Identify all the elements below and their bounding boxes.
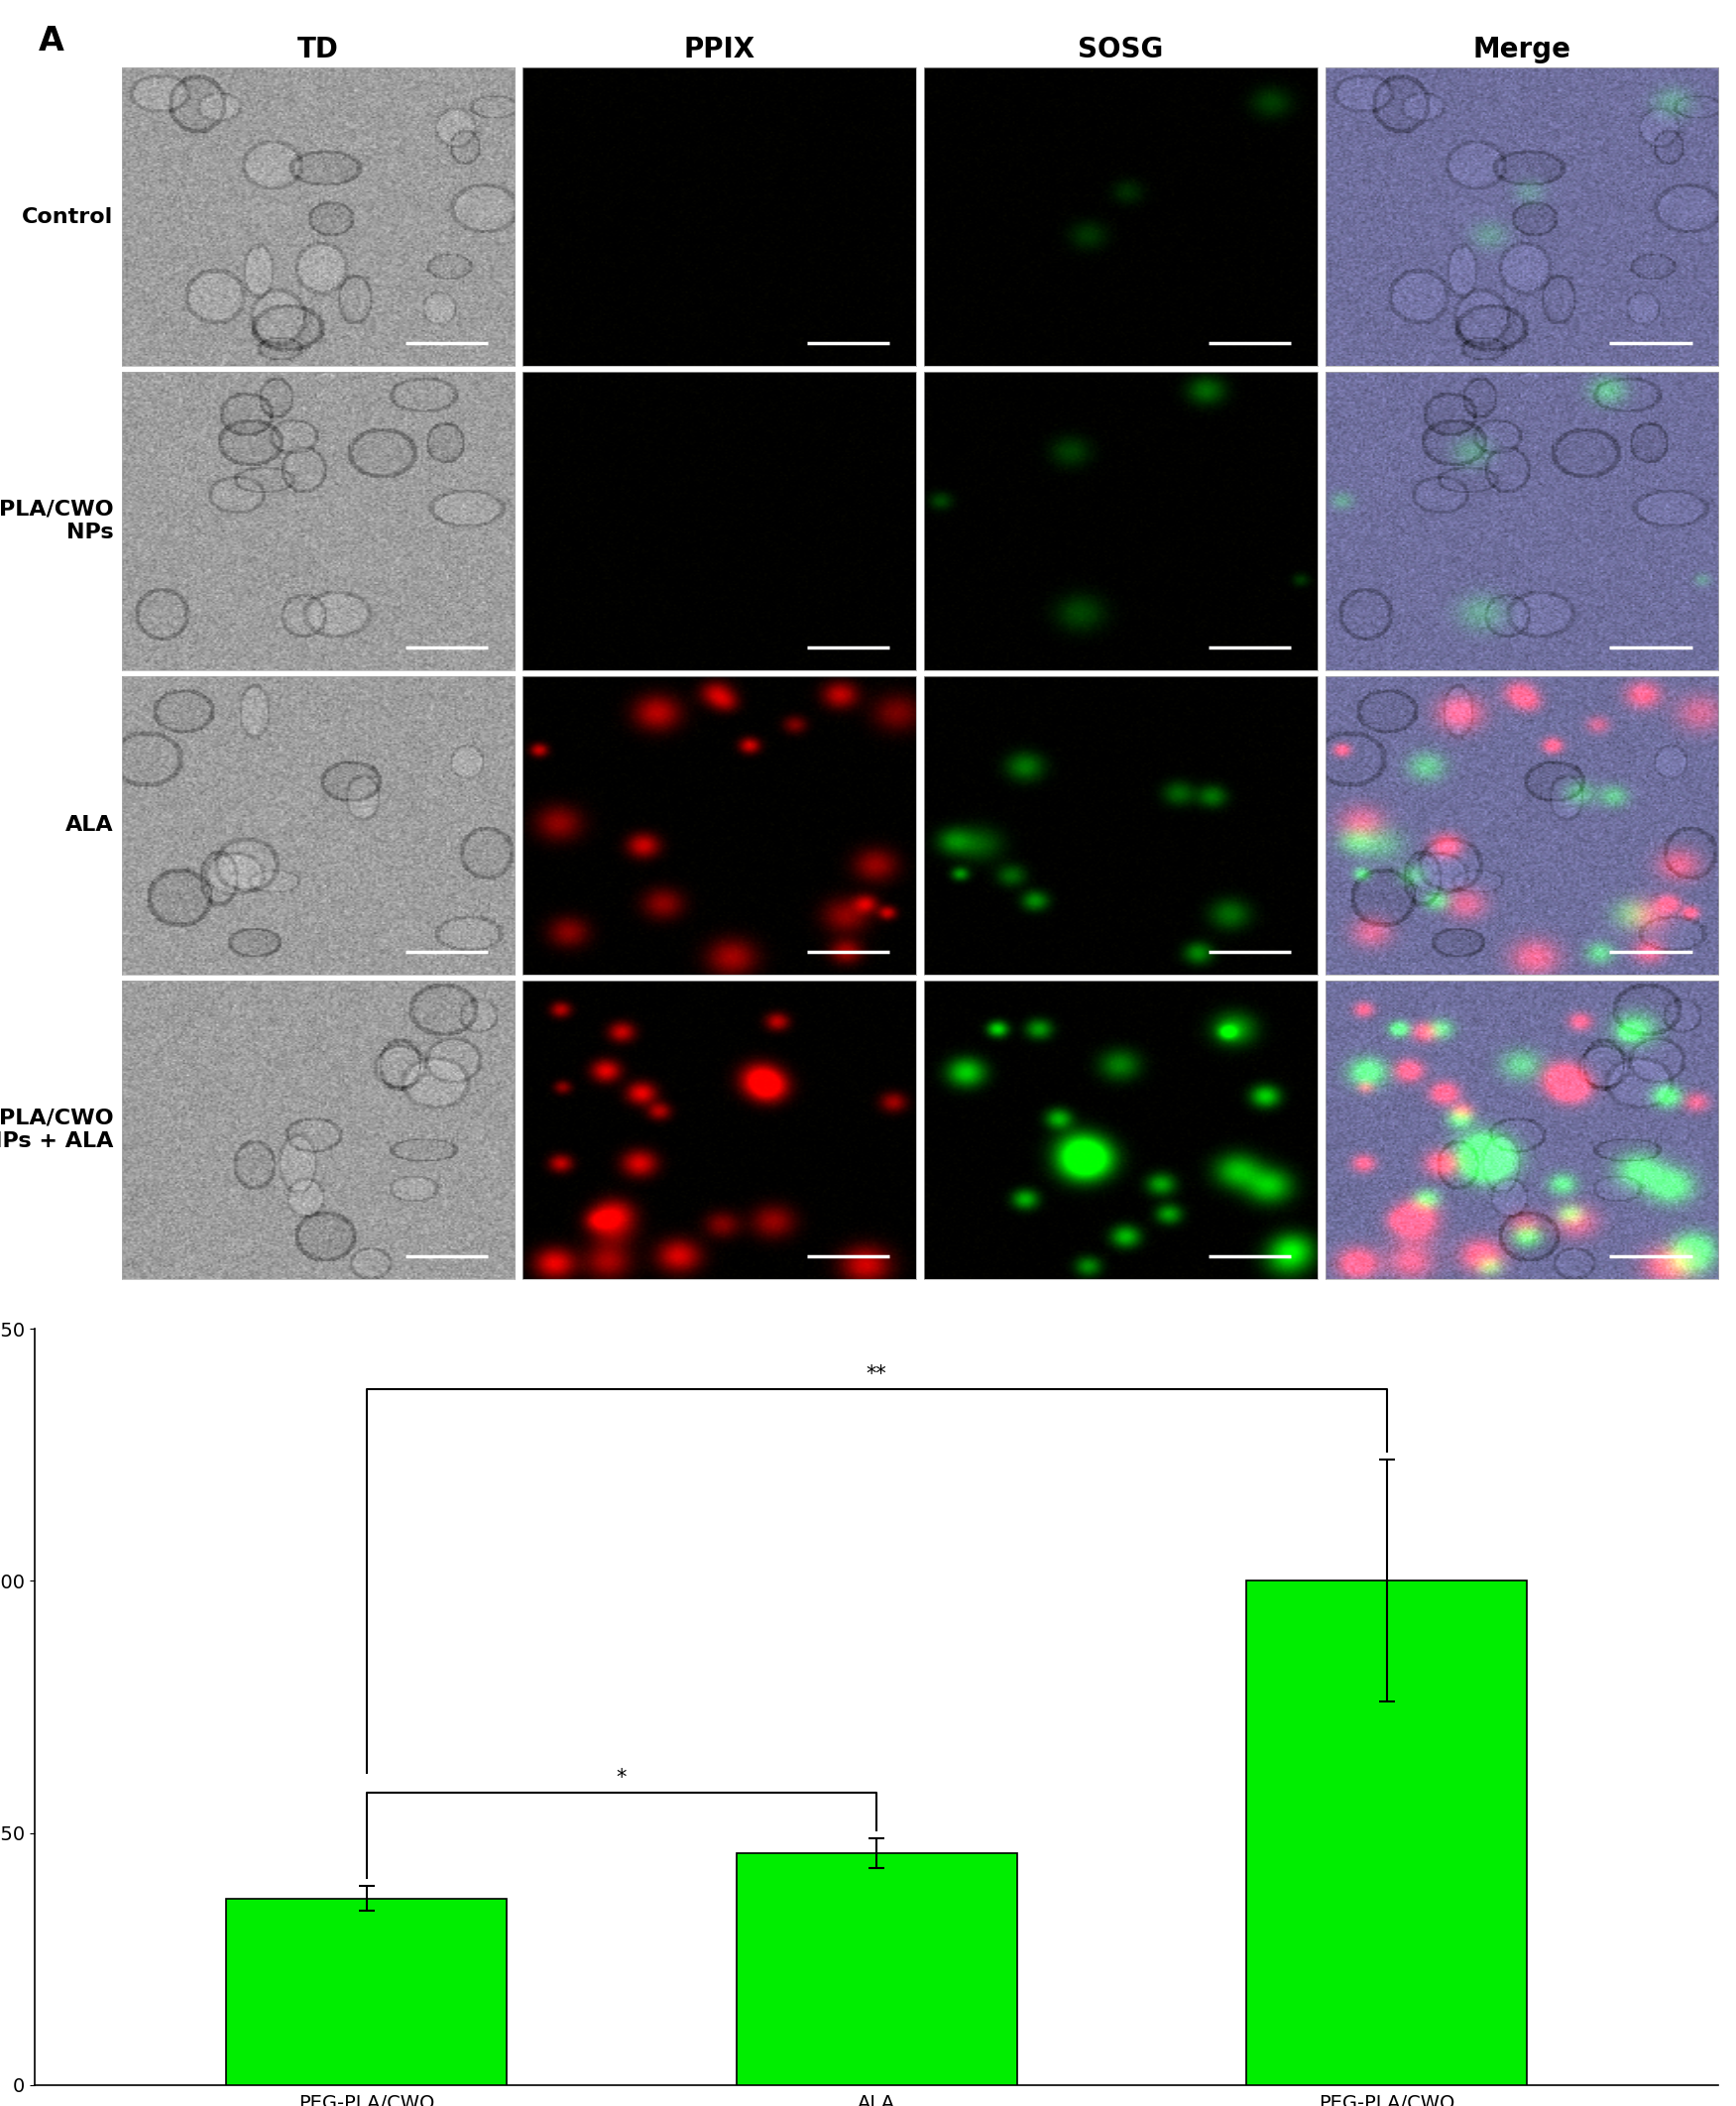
Bar	[226, 1898, 507, 2085]
Text: PEG-PLA/CWO
NPs: PEG-PLA/CWO NPs	[0, 499, 113, 543]
Text: Control: Control	[23, 206, 113, 227]
Text: **: **	[866, 1365, 887, 1384]
Text: SOSG: SOSG	[1078, 36, 1163, 63]
Text: A: A	[38, 25, 64, 59]
Text: PEG-PLA/CWO
NPs + ALA: PEG-PLA/CWO NPs + ALA	[0, 1108, 113, 1152]
Text: Merge: Merge	[1474, 36, 1571, 63]
Text: PPIX: PPIX	[684, 36, 755, 63]
Text: TD: TD	[297, 36, 339, 63]
Text: ALA: ALA	[66, 815, 113, 836]
Text: *: *	[616, 1767, 627, 1788]
Bar	[736, 1853, 1017, 2085]
Bar	[1246, 1582, 1528, 2085]
